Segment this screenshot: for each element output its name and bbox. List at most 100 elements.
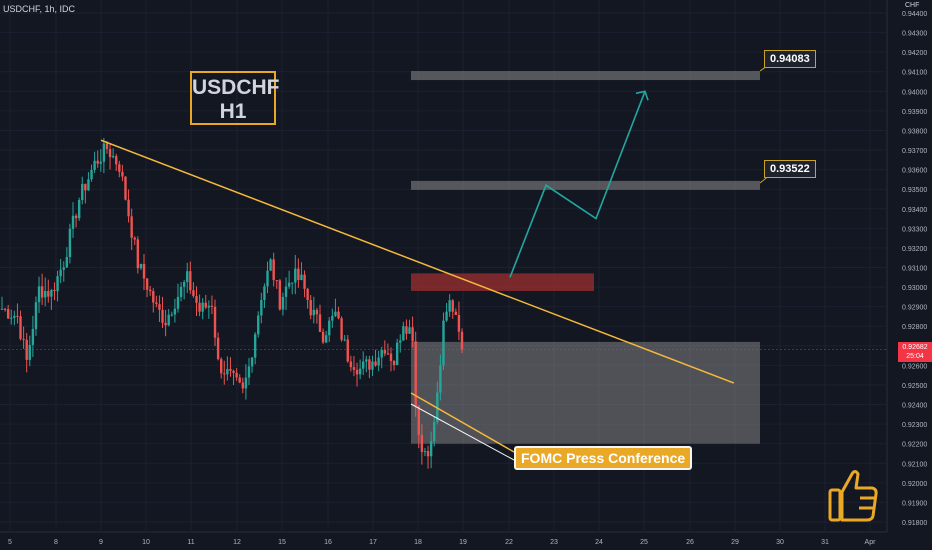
x-tick-label: 10 — [142, 539, 150, 546]
candle-body — [198, 302, 201, 312]
candle-body — [145, 278, 149, 290]
y-tick-label: 0.93900 — [902, 109, 927, 116]
candle-body — [275, 280, 278, 282]
candle-body — [229, 369, 232, 371]
candle-body — [192, 290, 195, 296]
candle-body — [318, 314, 322, 332]
candle-body — [16, 315, 19, 317]
candle-body — [53, 289, 56, 292]
candle-body — [368, 359, 371, 370]
candle-body — [454, 311, 458, 316]
y-tick-label: 0.93000 — [902, 285, 927, 292]
x-tick-label: 17 — [369, 539, 377, 546]
candle-body — [374, 361, 377, 366]
candle-body — [315, 309, 319, 315]
candle-body — [34, 302, 38, 330]
candle-body — [331, 315, 334, 321]
y-tick-label: 0.93500 — [902, 187, 927, 194]
candle-body — [414, 341, 417, 407]
candle-body — [408, 327, 411, 334]
candle-body — [62, 267, 65, 270]
y-tick-label: 0.94000 — [902, 89, 927, 96]
candle-body — [158, 304, 161, 310]
candle-body — [250, 357, 254, 367]
candle-body — [232, 370, 235, 373]
candle-body — [337, 311, 340, 319]
y-tick-label: 0.93300 — [902, 226, 927, 233]
x-tick-label: 31 — [821, 539, 829, 546]
candle-body — [195, 295, 198, 303]
fomc-annotation: FOMC Press Conference — [514, 446, 693, 470]
candle-body — [216, 337, 220, 360]
x-tick-label: 8 — [54, 539, 58, 546]
candle-body — [429, 441, 433, 457]
x-tick-label: 26 — [686, 539, 694, 546]
candle-body — [155, 302, 158, 305]
demand-zone — [411, 341, 760, 444]
candle-body — [358, 368, 362, 375]
candle-body — [50, 289, 53, 297]
candle-body — [241, 382, 245, 389]
candle-body — [309, 300, 312, 316]
candle-body — [179, 286, 183, 297]
y-tick-label: 0.94300 — [902, 31, 927, 38]
countdown-timer: 25:04 — [906, 353, 924, 360]
candle-body — [371, 361, 374, 370]
x-tick-label: 18 — [414, 539, 422, 546]
x-tick-label: 23 — [550, 539, 558, 546]
symbol-box-line1: USDCHF — [192, 76, 280, 99]
current-price-tag: 0.92682 25:04 — [898, 342, 932, 362]
symbol-box-line2: H1 — [219, 100, 247, 123]
candle-body — [306, 288, 309, 301]
level-label-upper: 0.94083 — [764, 50, 816, 68]
candle-body — [294, 268, 297, 283]
candle-body — [189, 271, 192, 291]
candle-body — [47, 291, 50, 297]
candle-body — [281, 296, 285, 310]
trendline — [100, 139, 735, 384]
candle-body — [247, 366, 251, 378]
candle-body — [102, 143, 106, 162]
x-tick-label: 25 — [640, 539, 648, 546]
candle-body — [284, 286, 288, 297]
candle-body — [445, 311, 448, 321]
y-tick-label: 0.93800 — [902, 128, 927, 135]
candle-body — [377, 357, 380, 366]
candle-body — [87, 179, 90, 191]
level-bar — [411, 71, 760, 81]
y-tick-label: 0.92000 — [902, 481, 927, 488]
y-tick-label: 0.92100 — [902, 461, 927, 468]
candle-body — [448, 300, 451, 312]
candle-body — [28, 344, 31, 360]
candle-body — [90, 169, 93, 180]
candle-body — [152, 291, 155, 303]
candle-body — [161, 309, 164, 323]
candle-body — [457, 315, 461, 332]
candle-body — [392, 361, 396, 366]
symbol-box: USDCHF H1 — [190, 71, 280, 125]
candle-body — [420, 434, 424, 452]
candle-body — [111, 156, 115, 158]
x-tick-label: 22 — [505, 539, 513, 546]
x-tick-label: 9 — [99, 539, 103, 546]
x-tick-label: 24 — [595, 539, 603, 546]
y-tick-label: 0.93100 — [902, 266, 927, 273]
projection-arrowhead — [635, 90, 649, 101]
candle-body — [182, 282, 186, 287]
candle-body — [124, 176, 127, 200]
candle-body — [219, 359, 223, 374]
candle-body — [105, 143, 109, 150]
x-axis[interactable]: 5 8 9 10 11 12 15 16 17 18 19 22 23 24 25 26 29 30 31 Apr — [0, 531, 887, 546]
candle-body — [328, 320, 331, 336]
y-tick-label: 0.92800 — [902, 324, 927, 331]
candle-body — [118, 164, 121, 172]
candle-body — [411, 327, 414, 342]
y-tick-label: 0.92200 — [902, 442, 927, 449]
projection-path — [509, 91, 646, 278]
candle-body — [297, 268, 300, 281]
candle-body — [278, 280, 282, 310]
candle-body — [386, 353, 390, 355]
candle-body — [269, 259, 272, 271]
candle-body — [139, 263, 143, 269]
